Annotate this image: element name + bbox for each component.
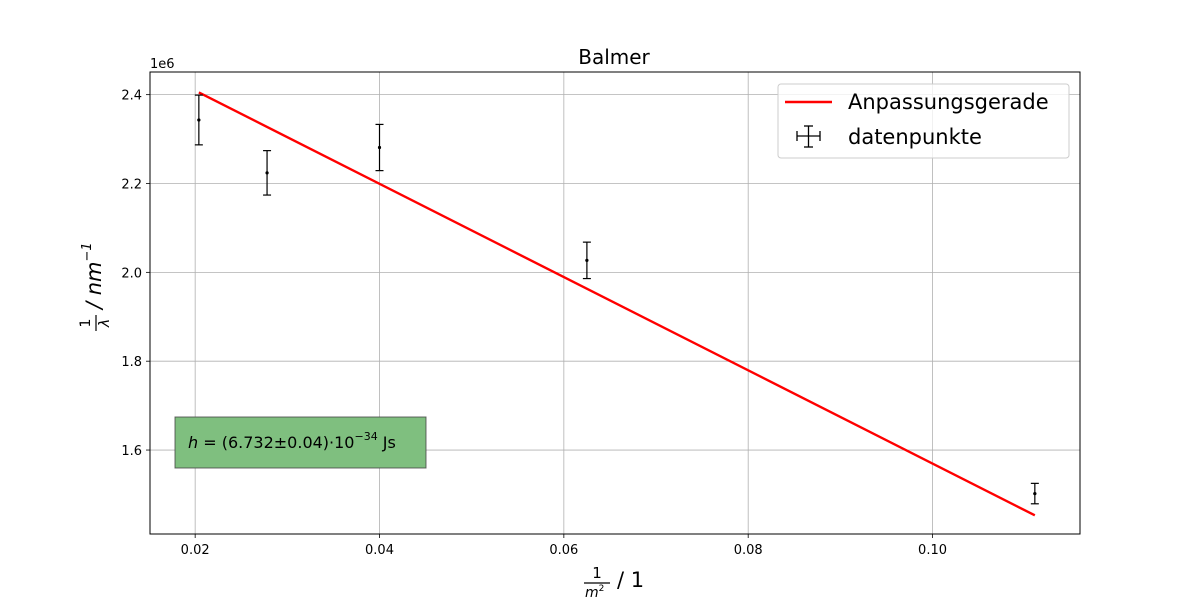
legend-errorbar-swatch bbox=[796, 125, 821, 148]
y-tick-label: 1.6 bbox=[121, 444, 142, 459]
x-tick-label: 0.02 bbox=[181, 543, 210, 558]
plot-frame bbox=[149, 71, 1081, 535]
x-axis-ticks: 0.02 0.04 0.06 0.08 0.10 bbox=[181, 534, 947, 558]
legend: Anpassungsgerade datenpunkte bbox=[777, 83, 1070, 159]
x-label-numerator: 1 bbox=[592, 564, 602, 582]
x-axis-label: 1 m2 / 1 bbox=[584, 564, 644, 600]
legend-label-fit: Anpassungsgerade bbox=[848, 90, 1049, 114]
series-layer bbox=[194, 91, 1039, 517]
x-tick-label: 0.06 bbox=[549, 543, 578, 558]
y-label-numerator: 1 bbox=[78, 319, 94, 328]
legend-label-data: datenpunkte bbox=[848, 125, 982, 149]
data-marker bbox=[197, 118, 201, 122]
chart-title: Balmer bbox=[578, 45, 650, 69]
y-label-unit: / nm−1 bbox=[80, 242, 106, 311]
data-marker bbox=[377, 145, 382, 150]
annotation-background bbox=[174, 416, 427, 469]
x-tick-label: 0.10 bbox=[918, 543, 947, 558]
x-tick-label: 0.04 bbox=[365, 543, 394, 558]
legend-frame bbox=[777, 83, 1070, 159]
data-marker bbox=[1033, 491, 1037, 496]
data-point bbox=[263, 150, 272, 196]
x-label-denominator: m2 bbox=[585, 584, 604, 600]
annotation-text: h = (6.732±0.04)·10−34 Js bbox=[188, 430, 396, 452]
x-label-unit: / 1 bbox=[617, 568, 644, 592]
data-point bbox=[1030, 482, 1039, 505]
data-marker bbox=[265, 171, 269, 175]
y-tick-label: 1.8 bbox=[121, 355, 142, 370]
y-tick-label: 2.2 bbox=[121, 178, 142, 193]
data-point bbox=[582, 241, 591, 280]
y-axis-label: 1 λ / nm−1 bbox=[78, 242, 113, 331]
y-label-denominator: λ bbox=[97, 319, 113, 328]
annotation-box: h = (6.732±0.04)·10−34 Js bbox=[174, 416, 427, 469]
y-tick-label: 2.0 bbox=[121, 266, 142, 281]
fit-line bbox=[198, 91, 1036, 517]
y-tick-label: 2.4 bbox=[121, 89, 142, 104]
x-tick-label: 0.08 bbox=[734, 543, 763, 558]
y-offset-text: 1e6 bbox=[150, 57, 175, 72]
data-marker bbox=[585, 258, 589, 262]
data-point bbox=[194, 94, 203, 146]
y-axis-ticks: 1.6 1.8 2.0 2.2 2.4 bbox=[121, 89, 150, 459]
data-point bbox=[375, 123, 384, 172]
